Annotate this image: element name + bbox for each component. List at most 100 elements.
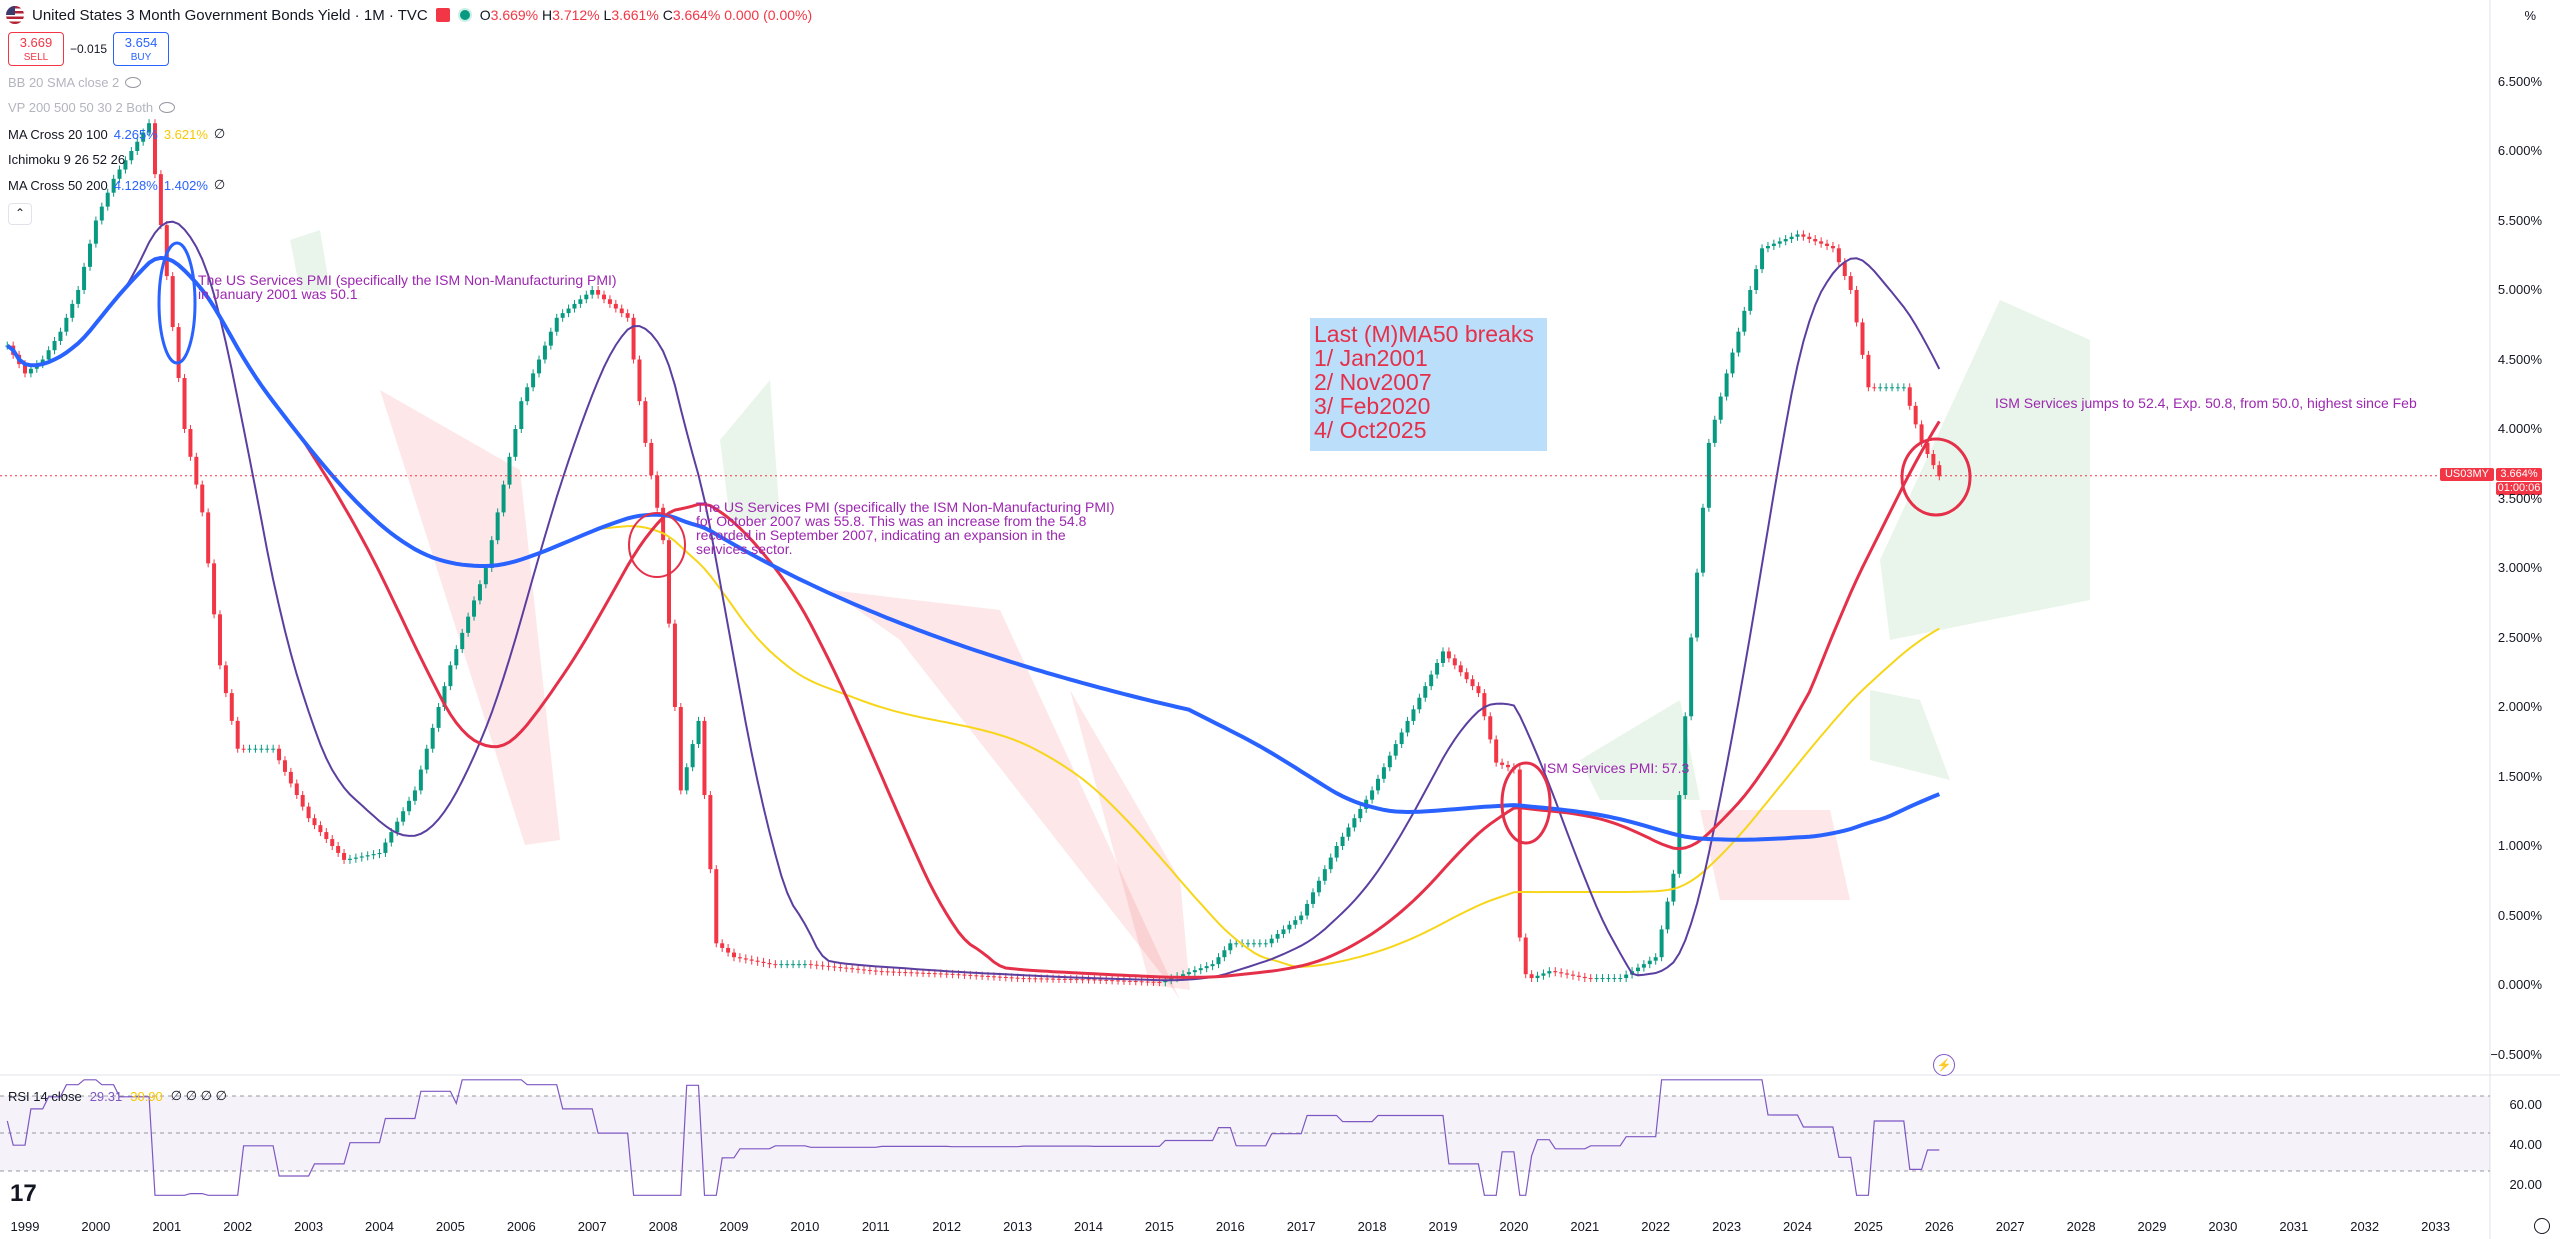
candle-body bbox=[1370, 790, 1375, 800]
candle-body bbox=[655, 475, 660, 508]
candle-body bbox=[607, 299, 612, 304]
ichimoku-cloud-bull bbox=[1870, 690, 1950, 780]
y-axis-tick-label: 5.000% bbox=[2497, 282, 2542, 297]
candle-body bbox=[596, 290, 601, 295]
candle-body bbox=[1783, 239, 1788, 242]
rsi-axis-tick-label: 40.00 bbox=[2509, 1137, 2542, 1152]
candle-body bbox=[1222, 950, 1227, 958]
x-axis-tick-label: 2026 bbox=[1924, 1219, 1954, 1234]
candle-body bbox=[389, 832, 394, 843]
candle-body bbox=[1765, 245, 1770, 249]
ma50-breaks-box[interactable]: Last (M)MA50 breaks 1/ Jan2001 2/ Nov200… bbox=[1310, 318, 1547, 451]
candle-body bbox=[513, 429, 518, 457]
candle-body bbox=[1842, 262, 1847, 277]
x-axis-tick-label: 2021 bbox=[1570, 1219, 1600, 1234]
candle-body bbox=[1393, 744, 1398, 756]
rsi-legend[interactable]: RSI 14 close 29.31 30.90 ∅ ∅ ∅ ∅ bbox=[8, 1088, 227, 1104]
tradingview-logo[interactable]: 17 bbox=[10, 1180, 37, 1207]
scale-percent-label[interactable]: % bbox=[2524, 8, 2536, 23]
candle-body bbox=[1045, 978, 1050, 980]
buy-button[interactable]: 3.654 BUY bbox=[113, 32, 170, 66]
candle-body bbox=[1334, 846, 1339, 858]
us-flag-icon bbox=[6, 6, 24, 24]
symbol-title[interactable]: United States 3 Month Government Bonds Y… bbox=[32, 6, 428, 24]
annotation-feb2020[interactable]: ISM Services PMI: 57.3 bbox=[1543, 760, 1690, 776]
candle-body bbox=[383, 842, 388, 853]
y-axis-tick-label: 2.500% bbox=[2497, 629, 2542, 645]
candle-body bbox=[489, 540, 494, 568]
annotation-oct2007[interactable]: The US Services PMI (specifically the IS… bbox=[696, 499, 1115, 557]
candle-body bbox=[885, 971, 890, 973]
candle-body bbox=[1121, 980, 1126, 982]
rsi-band bbox=[0, 1096, 2490, 1171]
candle-body bbox=[312, 818, 317, 826]
annotation-jan2001[interactable]: The US Services PMI (specifically the IS… bbox=[198, 272, 617, 302]
x-axis-tick-label: 2029 bbox=[2137, 1219, 2167, 1234]
x-axis-tick-label: 2014 bbox=[1074, 1219, 1103, 1234]
lightning-icon[interactable]: ⚡ bbox=[1933, 1054, 1955, 1076]
candle-body bbox=[861, 969, 866, 971]
candle-body bbox=[661, 507, 666, 541]
candle-body bbox=[1541, 973, 1546, 976]
candle-body bbox=[359, 856, 364, 858]
candle-body bbox=[58, 331, 63, 341]
candle-body bbox=[1718, 396, 1723, 420]
candle-body bbox=[903, 972, 908, 974]
candle-body bbox=[1895, 387, 1900, 389]
candle-body bbox=[424, 748, 429, 770]
candle-body bbox=[743, 958, 748, 960]
candle-body bbox=[412, 790, 417, 801]
candle-body bbox=[1700, 507, 1705, 573]
candle-body bbox=[70, 303, 75, 318]
candle-body bbox=[1494, 739, 1499, 763]
indicator-bb[interactable]: BB 20 SMA close 2 bbox=[8, 75, 142, 90]
candle-body bbox=[1795, 234, 1800, 237]
candle-body bbox=[1228, 943, 1233, 951]
indicator-vp[interactable]: VP 200 500 50 30 2 Both bbox=[8, 100, 176, 115]
candle-body bbox=[271, 748, 276, 750]
candle-body bbox=[1807, 236, 1812, 240]
candle-body bbox=[1275, 934, 1280, 939]
candle-body bbox=[1127, 980, 1132, 982]
candle-body bbox=[46, 350, 51, 360]
indicator-ichimoku[interactable]: Ichimoku 9 26 52 26 bbox=[8, 152, 126, 167]
eye-hidden-icon[interactable] bbox=[125, 77, 142, 88]
candle-body bbox=[1104, 979, 1109, 981]
x-axis-tick-label: 2033 bbox=[2421, 1219, 2451, 1234]
candle-body bbox=[1754, 269, 1759, 290]
candle-body bbox=[1287, 924, 1292, 930]
candle-body bbox=[1825, 243, 1830, 246]
market-status-icon bbox=[457, 8, 472, 22]
eye-hidden-icon[interactable] bbox=[159, 102, 176, 113]
flag-marker-icon[interactable] bbox=[435, 8, 450, 22]
candle-body bbox=[1647, 960, 1652, 965]
annotation-circle-2020 bbox=[1500, 761, 1552, 845]
candle-body bbox=[206, 512, 211, 564]
ichimoku-cloud-bear bbox=[1070, 690, 1190, 990]
sell-button[interactable]: 3.669 SELL bbox=[8, 32, 64, 66]
candle-body bbox=[1488, 716, 1493, 740]
candle-body bbox=[235, 720, 240, 749]
candle-body bbox=[1399, 732, 1404, 745]
indicator-ma-cross-20-100[interactable]: MA Cross 20 100 4.265% 3.621% ∅ bbox=[8, 126, 226, 142]
candle-body bbox=[643, 401, 648, 443]
indicator-ma-cross-50-200[interactable]: MA Cross 50 200 4.128% 1.402% ∅ bbox=[8, 177, 226, 193]
candle-body bbox=[572, 303, 577, 309]
candle-body bbox=[265, 748, 270, 750]
candle-body bbox=[1441, 651, 1445, 663]
rsi-axis-tick-label: 60.00 bbox=[2509, 1097, 2542, 1112]
candle-body bbox=[678, 707, 683, 791]
candle-body bbox=[1015, 977, 1020, 979]
settings-gear-icon[interactable] bbox=[2534, 1218, 2550, 1234]
candle-body bbox=[1381, 767, 1386, 779]
candle-body bbox=[1695, 572, 1700, 638]
annotation-oct2025[interactable]: ISM Services jumps to 52.4, Exp. 50.8, f… bbox=[1995, 395, 2417, 411]
candle-body bbox=[1429, 674, 1434, 687]
candle-body bbox=[158, 174, 163, 226]
candle-body bbox=[637, 359, 642, 402]
candle-body bbox=[176, 327, 181, 379]
candle-body bbox=[93, 220, 98, 244]
candle-body bbox=[1293, 920, 1298, 925]
collapse-indicators-button[interactable]: ⌃ bbox=[8, 203, 32, 225]
